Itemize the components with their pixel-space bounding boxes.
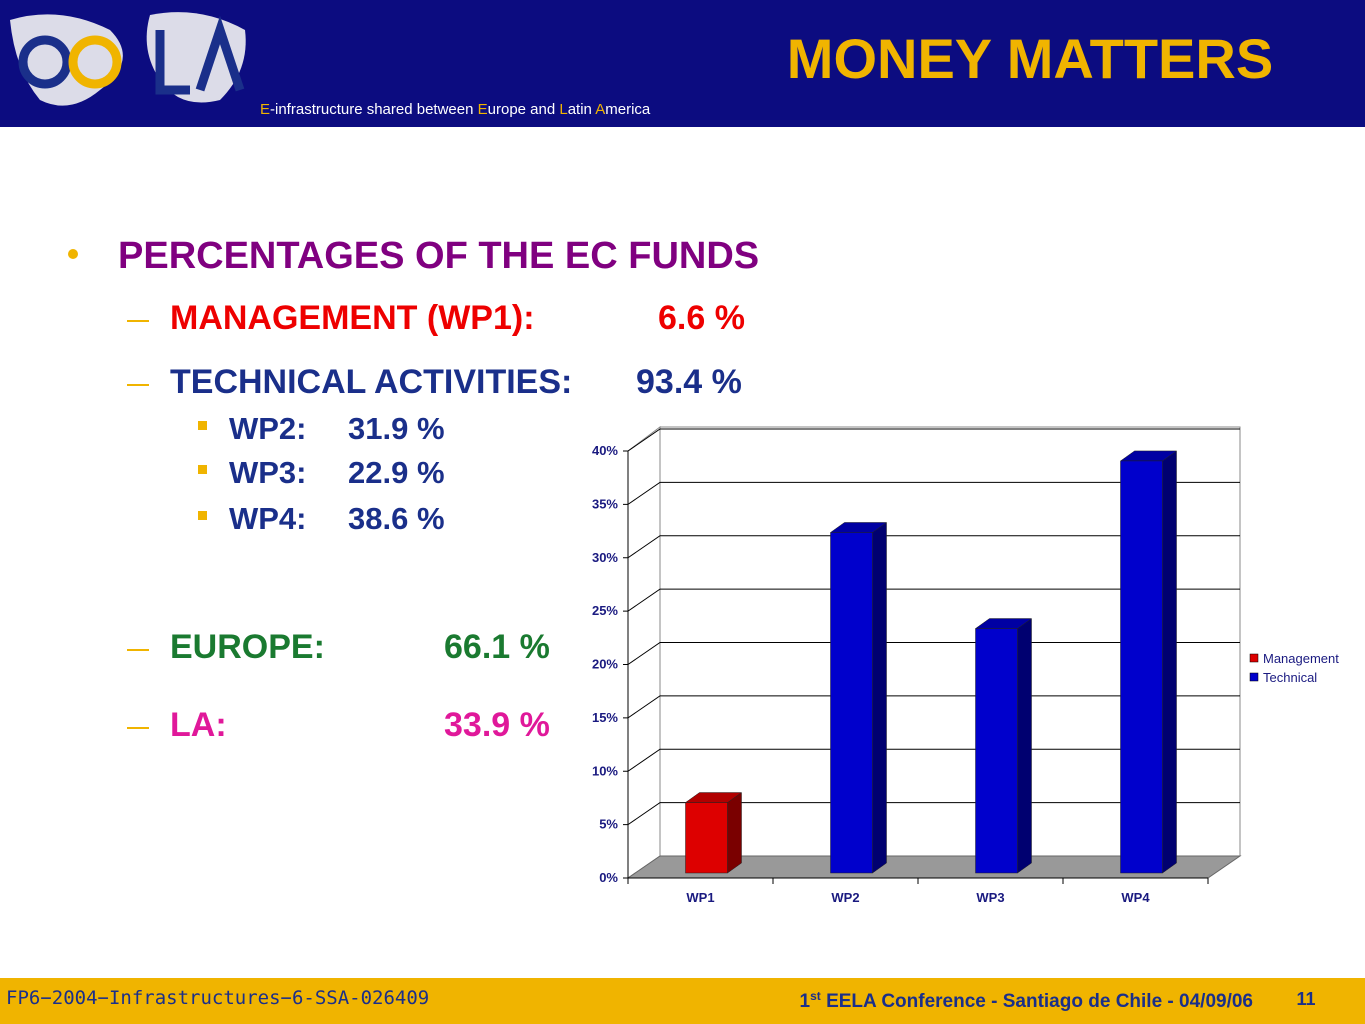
- subtitle-part: E: [478, 101, 488, 118]
- bar: [1120, 460, 1163, 874]
- footer-band: [0, 978, 1365, 1024]
- conference-part: st: [810, 989, 821, 1003]
- y-tick-label: 0%: [599, 870, 618, 885]
- subtitle-part: atin: [568, 101, 596, 118]
- y-tick-label: 40%: [592, 443, 618, 458]
- grid-line: [627, 535, 1240, 559]
- bar-side: [727, 792, 742, 874]
- bar: [685, 802, 728, 874]
- y-tick-label: 20%: [592, 657, 618, 672]
- conference-part: 1: [800, 991, 811, 1012]
- grid-line: [627, 481, 1240, 505]
- bar-side: [872, 521, 887, 874]
- x-tick-label: WP1: [686, 890, 714, 905]
- item-label: MANAGEMENT (WP1):: [170, 299, 535, 337]
- grid-line: [627, 802, 1240, 826]
- bar-side: [1017, 618, 1032, 874]
- project-code: FP6−2004−Infrastructures−6-SSA-026409: [6, 987, 429, 1009]
- bar-side: [1162, 450, 1177, 874]
- y-tick-label: 5%: [599, 817, 618, 832]
- dashes: [127, 320, 149, 729]
- bar: [975, 628, 1018, 874]
- grid-line: [627, 428, 1240, 452]
- chart: 0% 5% 10% 15% 20% 25% 30% 35% 40% WP1 WP2 WP3 WP4 Man…: [592, 426, 1339, 905]
- logo: [10, 12, 246, 106]
- subtitle-part: merica: [605, 101, 651, 118]
- conference-part: EELA Conference - Santiago de Chile - 04…: [821, 991, 1253, 1012]
- grid-line: [627, 748, 1240, 772]
- y-tick-label: 25%: [592, 603, 618, 618]
- legend-swatch: [1249, 653, 1259, 663]
- legend-label: Technical: [1263, 670, 1317, 685]
- conference: 1st EELA Conference - Santiago de Chile …: [800, 989, 1253, 1012]
- bar: [830, 532, 873, 874]
- region-label: LA:: [170, 706, 227, 744]
- subtitle-part: -infrastructure shared between: [270, 101, 478, 118]
- page-number: 11: [1296, 989, 1315, 1009]
- region-value: 66.1 %: [444, 628, 550, 666]
- heading: PERCENTAGES OF THE EC FUNDS: [118, 235, 759, 277]
- region-value: 33.9 %: [444, 706, 550, 744]
- grid-line: [627, 695, 1240, 719]
- legend-swatch: [1249, 672, 1259, 682]
- legend-label: Management: [1263, 651, 1339, 666]
- subtitle-part: E: [260, 101, 270, 118]
- subitem-value: 31.9 %: [348, 411, 445, 446]
- item-value: 93.4 %: [636, 363, 742, 401]
- subtitle-part: urope and: [488, 101, 560, 118]
- y-tick-label: 15%: [592, 710, 618, 725]
- subtitle: E-infrastructure shared between Europe a…: [260, 101, 651, 118]
- bullet: [68, 249, 78, 259]
- subtitle-part: L: [559, 101, 567, 118]
- grid-line: [627, 642, 1240, 665]
- item-value: 6.6 %: [658, 299, 745, 337]
- square-bullets: [198, 421, 207, 520]
- x-tick-label: WP3: [976, 890, 1004, 905]
- subtitle-part: A: [595, 101, 605, 118]
- y-tick-label: 35%: [592, 496, 618, 511]
- subitem-label: WP4:: [229, 501, 307, 536]
- region-label: EUROPE:: [170, 628, 325, 666]
- x-tick-label: WP2: [831, 890, 859, 905]
- subitem-label: WP2:: [229, 411, 307, 446]
- subitem-value: 22.9 %: [348, 455, 445, 490]
- y-tick-label: 10%: [592, 763, 618, 778]
- subitem-value: 38.6 %: [348, 501, 445, 536]
- side-wall: [627, 426, 661, 879]
- y-tick-label: 30%: [592, 550, 618, 565]
- item-label: TECHNICAL ACTIVITIES:: [170, 363, 572, 401]
- x-tick-label: WP4: [1121, 890, 1150, 905]
- grid-line: [627, 588, 1240, 612]
- slide-title: MONEY MATTERS: [787, 27, 1273, 90]
- subitem-label: WP3:: [229, 455, 307, 490]
